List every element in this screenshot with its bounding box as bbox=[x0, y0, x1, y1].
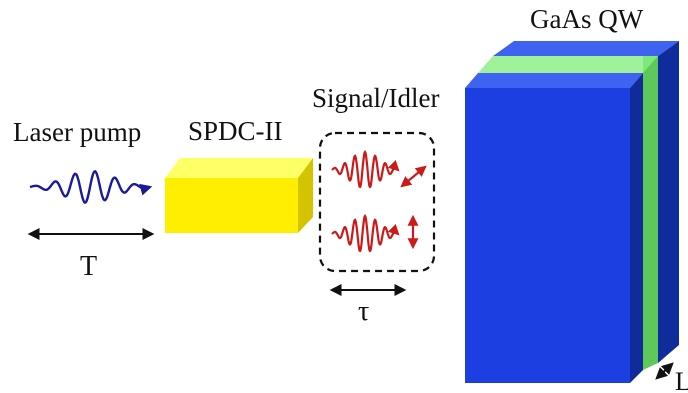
thickness-label: L bbox=[675, 367, 688, 393]
delay-label: τ bbox=[358, 296, 369, 327]
pump-pulse-icon bbox=[29, 170, 153, 204]
idler-pulse-icon bbox=[331, 214, 400, 253]
crystal-label: SPDC-II bbox=[188, 116, 283, 146]
spdc-crystal bbox=[165, 158, 313, 233]
sample-label: GaAs QW bbox=[530, 4, 644, 34]
thickness-arrow bbox=[655, 362, 674, 380]
signal-polarization-icon bbox=[400, 165, 427, 188]
signal-idler-box bbox=[318, 131, 436, 273]
signal-pulse-icon bbox=[331, 150, 400, 189]
laser-pump-label: Laser pump bbox=[13, 117, 141, 147]
gaas-qw-sample bbox=[465, 41, 679, 383]
pump-duration-label: T bbox=[80, 251, 97, 282]
signal-idler-label: Signal/Idler bbox=[312, 83, 439, 113]
